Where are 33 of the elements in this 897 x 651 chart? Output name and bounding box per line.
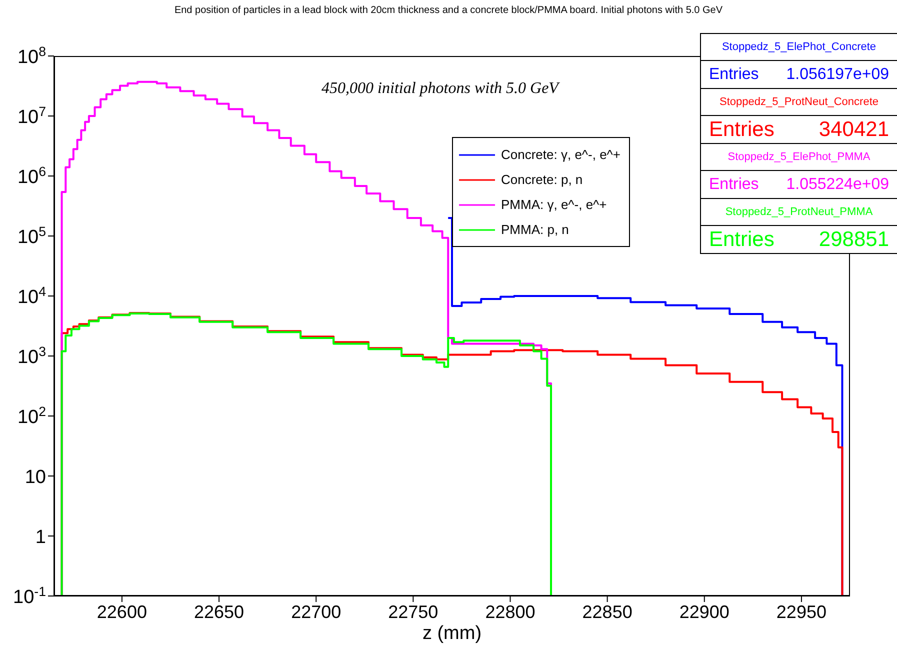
text: Entries 340421 xyxy=(709,118,889,141)
x-tick-label: 22900 xyxy=(679,602,730,622)
x-axis-title: z (mm) xyxy=(421,623,483,645)
y-tick-label: 1 xyxy=(35,527,46,548)
text: Entries 1.056197e+09 xyxy=(709,66,889,83)
y-tick-label: 10 xyxy=(24,467,46,488)
x-tick-label: 22850 xyxy=(582,602,632,622)
legend-label: Concrete: p, n xyxy=(501,172,583,187)
y-tick-label: 10$^{-1}$ xyxy=(13,584,46,608)
x-tick-label: 22750 xyxy=(388,602,438,622)
text: Entries 1.055224e+09 xyxy=(709,176,889,193)
annotation: Stoppedz_5_ElePhot_PMMA xyxy=(701,144,897,171)
x-tick-label: 22650 xyxy=(194,602,244,622)
x-tick-label: 22600 xyxy=(96,602,147,622)
y-tick-label: 10$^{4}$ xyxy=(17,284,46,308)
legend-label: Concrete: γ, e^-, e^+ xyxy=(501,147,621,162)
text: Stoppedz_5_ElePhot_Concrete xyxy=(701,34,897,61)
x-tick-label: 22800 xyxy=(485,602,536,622)
text: Entries 298851 xyxy=(709,228,889,251)
chart-title: End position of particles in a lead block with 20cm thickness and a concrete block/PMMA board. Initial photons with 5.0 GeV xyxy=(173,5,724,16)
annotation: 450,000 initial photons with 5.0 GeV xyxy=(320,80,561,98)
annotation: Stoppedz_5_ProtNeut_PMMA xyxy=(701,199,897,226)
legend-label: PMMA: γ, e^-, e^+ xyxy=(501,197,607,212)
x-tick-label: 22700 xyxy=(291,602,342,622)
x-tick-label: 22950 xyxy=(776,602,826,622)
y-tick-label: 10$^{2}$ xyxy=(17,404,46,428)
legend-label: PMMA: p, n xyxy=(501,222,569,237)
y-tick-label: 10$^{7}$ xyxy=(17,104,46,128)
annotation: Stoppedz_5_ProtNeut_Concrete xyxy=(701,89,897,116)
y-tick-label: 10$^{3}$ xyxy=(17,344,46,368)
y-tick-label: 10$^{6}$ xyxy=(17,164,46,188)
y-tick-label: 10$^{8}$ xyxy=(17,44,46,68)
y-tick-label: 10$^{5}$ xyxy=(17,224,46,248)
